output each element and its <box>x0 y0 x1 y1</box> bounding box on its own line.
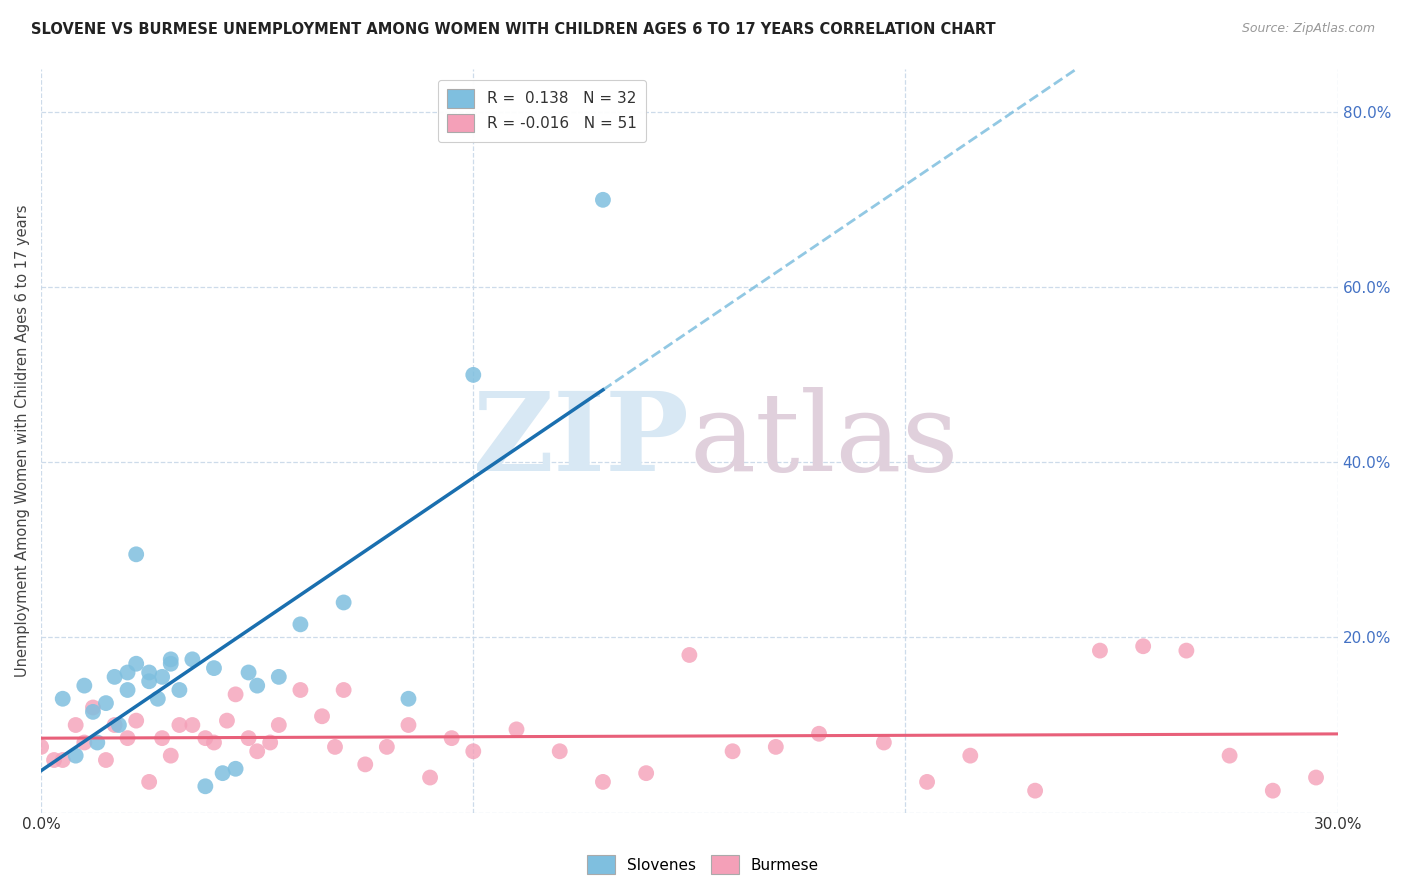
Text: SLOVENE VS BURMESE UNEMPLOYMENT AMONG WOMEN WITH CHILDREN AGES 6 TO 17 YEARS COR: SLOVENE VS BURMESE UNEMPLOYMENT AMONG WO… <box>31 22 995 37</box>
Point <box>592 193 614 207</box>
Point <box>873 735 896 749</box>
Point <box>42 753 65 767</box>
Point <box>721 744 744 758</box>
Point <box>463 368 485 382</box>
Text: Source: ZipAtlas.com: Source: ZipAtlas.com <box>1241 22 1375 36</box>
Point <box>86 735 108 749</box>
Point <box>311 709 333 723</box>
Point <box>678 648 700 662</box>
Point <box>138 775 160 789</box>
Point <box>1219 748 1241 763</box>
Point <box>548 744 571 758</box>
Point <box>765 739 787 754</box>
Point <box>194 731 217 746</box>
Point <box>332 683 354 698</box>
Point <box>150 670 173 684</box>
Text: atlas: atlas <box>689 387 959 494</box>
Y-axis label: Unemployment Among Women with Children Ages 6 to 17 years: Unemployment Among Women with Children A… <box>15 204 30 677</box>
Point <box>159 748 181 763</box>
Point <box>259 735 281 749</box>
Point <box>117 683 139 698</box>
Point <box>82 705 104 719</box>
Point <box>238 731 260 746</box>
Point <box>169 683 191 698</box>
Point <box>211 766 233 780</box>
Point <box>215 714 238 728</box>
Point <box>246 679 269 693</box>
Point <box>1132 639 1154 653</box>
Point <box>323 739 346 754</box>
Point <box>440 731 463 746</box>
Point <box>915 775 938 789</box>
Point <box>1024 783 1046 797</box>
Point <box>354 757 377 772</box>
Point <box>267 670 290 684</box>
Point <box>398 718 420 732</box>
Point <box>1261 783 1284 797</box>
Point <box>65 748 87 763</box>
Point <box>202 661 225 675</box>
Point <box>290 683 312 698</box>
Point <box>125 714 148 728</box>
Point <box>117 731 139 746</box>
Point <box>592 775 614 789</box>
Point <box>463 744 485 758</box>
Point <box>65 718 87 732</box>
Text: ZIP: ZIP <box>472 387 689 494</box>
Point <box>225 687 247 701</box>
Point <box>808 727 831 741</box>
Point <box>246 744 269 758</box>
Point <box>1088 643 1111 657</box>
Point <box>1175 643 1198 657</box>
Point <box>103 670 125 684</box>
Point <box>181 718 204 732</box>
Point <box>290 617 312 632</box>
Point <box>636 766 658 780</box>
Point <box>94 753 117 767</box>
Point <box>117 665 139 680</box>
Point <box>505 723 527 737</box>
Point <box>73 679 96 693</box>
Point <box>30 739 52 754</box>
Point <box>238 665 260 680</box>
Point <box>73 735 96 749</box>
Point <box>94 696 117 710</box>
Point <box>959 748 981 763</box>
Point <box>398 691 420 706</box>
Point <box>125 657 148 671</box>
Point <box>108 718 131 732</box>
Point <box>375 739 398 754</box>
Point <box>419 771 441 785</box>
Point <box>267 718 290 732</box>
Point <box>181 652 204 666</box>
Point <box>159 657 181 671</box>
Point <box>52 753 75 767</box>
Legend: R =  0.138   N = 32, R = -0.016   N = 51: R = 0.138 N = 32, R = -0.016 N = 51 <box>437 80 645 142</box>
Point <box>225 762 247 776</box>
Point <box>194 779 217 793</box>
Point <box>150 731 173 746</box>
Point <box>103 718 125 732</box>
Point <box>159 652 181 666</box>
Point <box>1305 771 1327 785</box>
Point <box>169 718 191 732</box>
Legend: Slovenes, Burmese: Slovenes, Burmese <box>581 849 825 880</box>
Point <box>202 735 225 749</box>
Point <box>138 674 160 689</box>
Point <box>138 665 160 680</box>
Point <box>125 547 148 561</box>
Point <box>146 691 169 706</box>
Point <box>332 595 354 609</box>
Point <box>82 700 104 714</box>
Point <box>52 691 75 706</box>
